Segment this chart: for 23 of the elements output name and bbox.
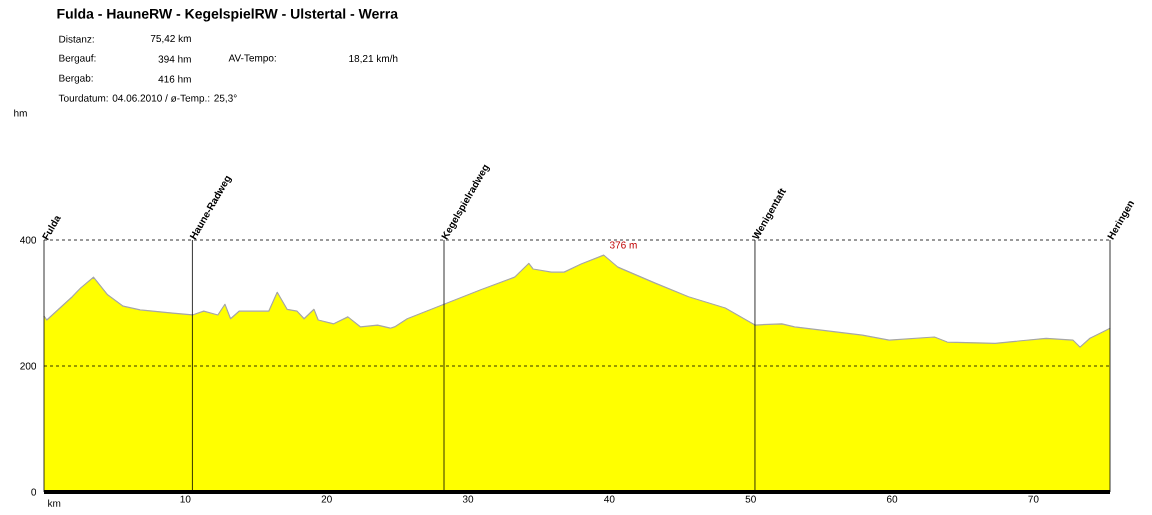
x-tick-label: 20 — [321, 495, 332, 503]
text: Bergab: — [59, 74, 93, 84]
text: AV-Tempo: — [228, 54, 276, 64]
y-tick-label: 200 — [20, 362, 37, 370]
text: 75,42 km — [150, 34, 191, 44]
annotation: 376 m — [609, 241, 637, 249]
chart-title: Fulda - HauneRW - KegelspielRW - Ulstertal - Werra — [57, 8, 399, 22]
text: 18,21 km/h — [349, 54, 398, 64]
x-tick-label: 10 — [180, 495, 191, 503]
text: Tourdatum: 04.06.2010 / ø-Temp.: 25,3° — [58, 94, 237, 104]
text: Bergauf: — [59, 54, 96, 64]
x-tick-label: 60 — [887, 495, 898, 503]
x-axis-title: km — [48, 499, 61, 507]
text: 394 hm — [158, 55, 191, 63]
y-tick-label: 400 — [20, 236, 37, 244]
x-tick-label: 30 — [462, 495, 474, 503]
text: Distanz: — [59, 35, 94, 43]
text: 416 hm — [158, 75, 191, 83]
y-tick-label: 0 — [31, 488, 37, 496]
text: hm — [14, 109, 27, 117]
x-tick-label: 40 — [604, 495, 615, 503]
x-tick-label: 50 — [745, 495, 756, 503]
x-tick-label: 70 — [1028, 495, 1039, 503]
